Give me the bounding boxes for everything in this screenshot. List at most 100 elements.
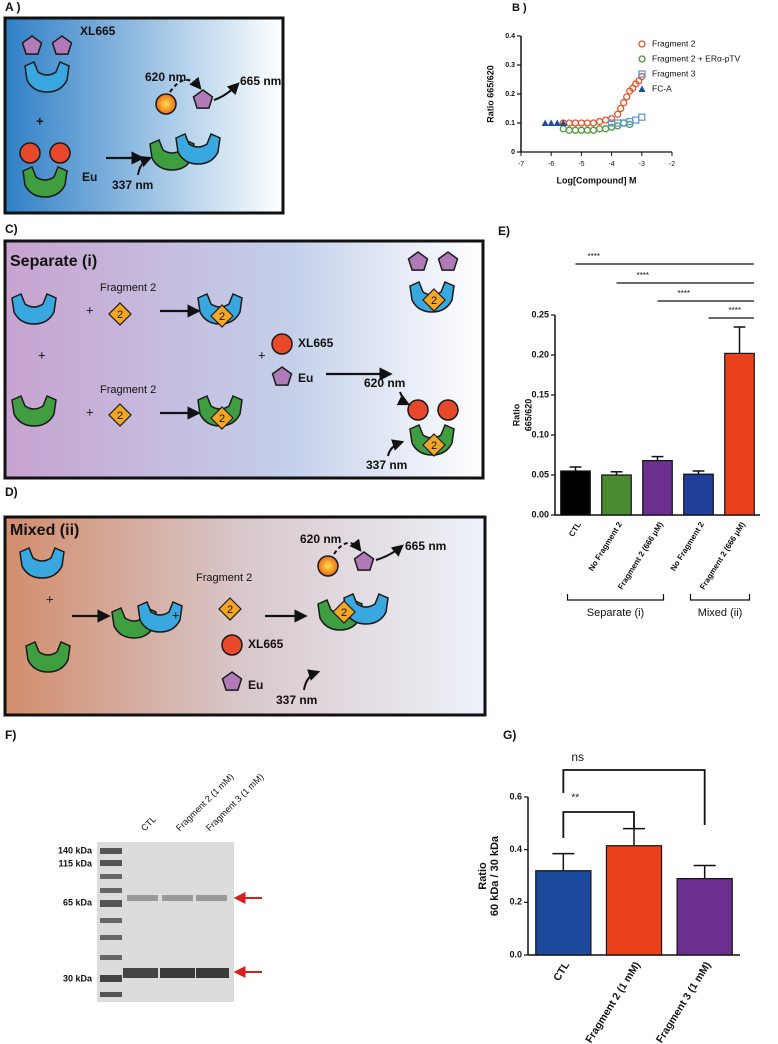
ladder-band [100, 900, 122, 907]
point [577, 126, 586, 134]
bar [676, 878, 733, 956]
significance-label: **** [588, 252, 600, 261]
legend-label: Fragment 2 [652, 38, 696, 48]
label: + [172, 607, 180, 622]
label: 620 nm [364, 376, 405, 390]
point [613, 110, 622, 118]
significance-bracket [562, 811, 635, 838]
y-tick-label: 0.3 [505, 62, 515, 69]
y-tick-label: 0.2 [509, 897, 522, 907]
y-tick-label: 0.4 [509, 844, 522, 854]
point [595, 117, 604, 126]
y-tick-label: 0.2 [505, 91, 515, 98]
y-axis-label: Ratio [511, 403, 521, 426]
panel-label: B ) [512, 2, 527, 14]
point [571, 119, 580, 127]
y-axis-label: Ratio [477, 862, 489, 890]
pentagon [221, 671, 243, 691]
x-tick-label: -2 [669, 161, 675, 168]
group-bracket [689, 594, 751, 601]
bar [535, 870, 592, 956]
point [617, 104, 625, 113]
point [589, 126, 598, 134]
point [583, 119, 592, 127]
label: Fragment 2 [100, 384, 156, 396]
arrow [333, 538, 362, 555]
label: Fragment 2 [100, 282, 156, 294]
protein [24, 60, 70, 93]
band [127, 895, 158, 901]
donor [271, 333, 293, 355]
y-tick-label: 0.0 [509, 949, 522, 959]
label: Eu [298, 371, 313, 385]
arrow [387, 439, 405, 457]
label: 620 nm [145, 70, 186, 84]
legend-marker [638, 70, 646, 78]
diamond [332, 600, 356, 624]
panel-title: Separate (i) [10, 253, 97, 270]
point [601, 116, 610, 124]
ladder-band [100, 992, 122, 997]
band [162, 895, 193, 901]
legend-label: Fragment 3 [652, 68, 696, 78]
group-label: Separate (i) [587, 607, 644, 619]
label: 665 nm [240, 74, 281, 88]
point [623, 93, 631, 101]
arrow [375, 544, 404, 561]
label: + [36, 113, 44, 128]
label: Fragment 2 [196, 572, 252, 584]
point [571, 126, 580, 134]
marker-label: 65 kDa [63, 897, 93, 907]
diamond [218, 597, 242, 621]
bar [605, 845, 663, 956]
y-tick-label: 0.05 [531, 469, 549, 479]
gel-bands [100, 848, 229, 997]
x-tick-label: CTL [551, 959, 572, 983]
lane-label: Fragment 2 (1 mM) [174, 772, 236, 834]
pentagon [51, 35, 73, 55]
arrow [303, 669, 321, 691]
diamond-label: 2 [431, 295, 437, 307]
point [620, 119, 628, 127]
significance-label: ** [571, 793, 579, 804]
x-tick-label: Fragment 2 (666 μM) [616, 520, 665, 591]
y-tick-label: 0.25 [531, 309, 549, 319]
label: + [86, 302, 94, 317]
legend-label: FC-A [652, 83, 672, 93]
label: Eu [248, 678, 263, 692]
protein [22, 165, 68, 198]
bar [724, 352, 755, 516]
panel-label: E) [498, 224, 510, 238]
ladder-band [100, 918, 122, 923]
x-axis-label: Log[Compound] M [557, 175, 637, 185]
legend-label: Fragment 2 + ERα-pTV [652, 53, 741, 63]
marker-label: 115 kDa [58, 858, 93, 868]
band [160, 968, 195, 978]
diamond-label: 2 [117, 410, 123, 422]
lane-label: CTL [139, 814, 158, 833]
label: XL665 [248, 637, 284, 651]
label: 337 nm [366, 458, 407, 472]
ladder-band [100, 975, 122, 982]
x-tick-label: Fragment 2 (1 mM) [583, 960, 643, 1044]
point [595, 125, 604, 133]
y-tick-label: 0 [511, 149, 515, 156]
point [547, 119, 555, 126]
point [589, 119, 598, 127]
x-tick-label: -4 [608, 161, 614, 168]
bar [560, 470, 591, 516]
label: 665 nm [405, 539, 446, 553]
point [632, 116, 640, 124]
legend-marker [638, 55, 646, 63]
label: + [258, 347, 266, 362]
point [559, 119, 567, 126]
y-axis-label: 60 kDa / 30 kDa [489, 835, 501, 916]
bar [683, 473, 714, 516]
point [565, 119, 573, 127]
band [196, 968, 229, 978]
panel-c-box [3, 239, 485, 480]
ladder-band [100, 935, 122, 940]
legend-marker [638, 40, 646, 48]
diamond-label: 2 [341, 607, 347, 619]
ladder-band [100, 874, 122, 879]
